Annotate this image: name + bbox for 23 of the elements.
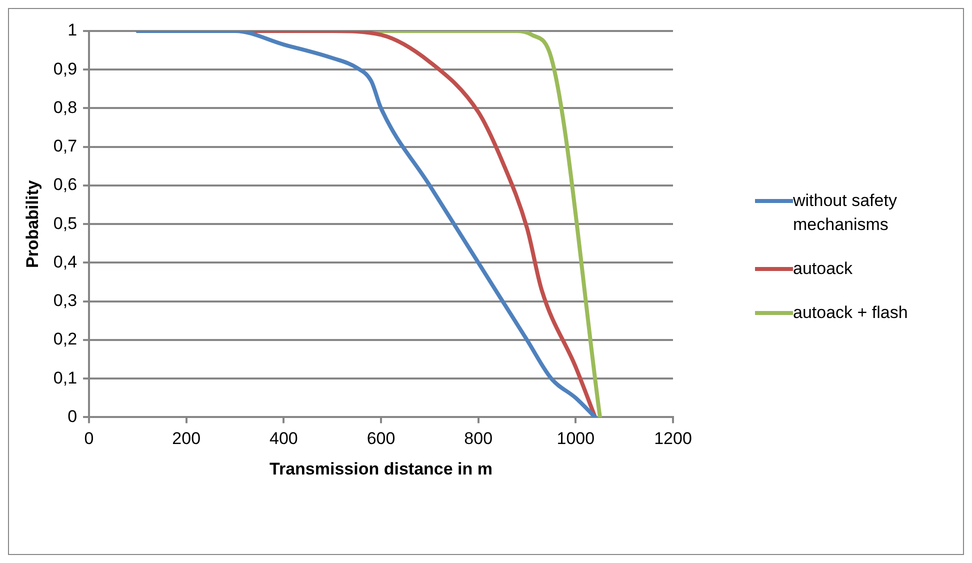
x-tick-label: 1200 (654, 429, 692, 448)
y-tick-label: 0,8 (53, 98, 78, 117)
y-tick-label: 0,9 (53, 59, 78, 78)
x-tick-label: 800 (464, 429, 493, 448)
y-tick-label: 0,4 (53, 252, 78, 272)
x-tick-label: 400 (270, 429, 298, 448)
x-axis-title: Transmission distance in m (270, 459, 492, 478)
y-tick-label: 0,2 (53, 330, 78, 349)
x-tick-label: 200 (172, 429, 201, 448)
x-tick-label: 1000 (556, 429, 595, 448)
x-tick-label: 0 (84, 429, 94, 448)
y-tick-label: 0,5 (53, 214, 78, 233)
y-tick-label: 1 (68, 20, 78, 40)
legend-label: autoack (793, 258, 853, 280)
y-axis-title: Probability (22, 180, 42, 268)
y-tick-label: 0 (68, 406, 78, 426)
y-tick-label: 0,1 (53, 368, 78, 388)
y-tick-label: 0,7 (53, 136, 78, 156)
legend-label: without safety mechanisms (793, 190, 898, 236)
y-tick-label: 0,6 (53, 175, 78, 194)
y-tick-label: 0,3 (53, 291, 78, 310)
x-tick-label: 600 (366, 429, 396, 448)
legend-label: autoack + flash (793, 302, 908, 324)
